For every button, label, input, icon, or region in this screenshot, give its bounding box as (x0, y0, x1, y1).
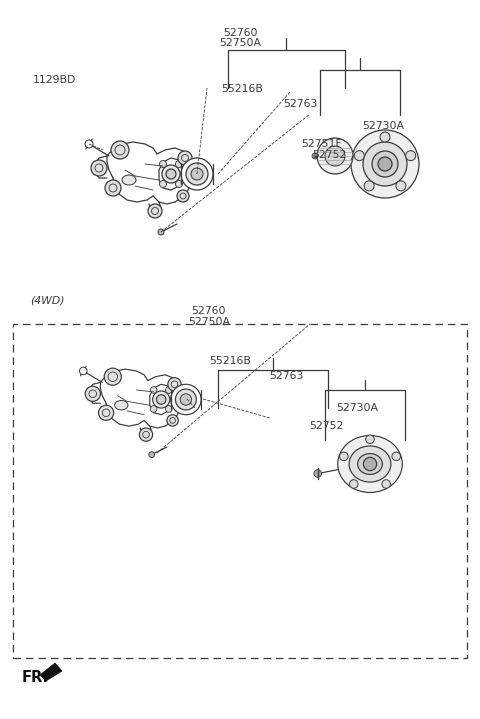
Circle shape (363, 142, 407, 186)
Circle shape (91, 160, 107, 176)
Circle shape (166, 406, 172, 412)
Circle shape (148, 204, 162, 218)
Text: FR.: FR. (22, 669, 49, 684)
Circle shape (317, 138, 353, 174)
Text: 52730A: 52730A (336, 403, 378, 413)
Circle shape (191, 168, 203, 180)
Circle shape (176, 180, 182, 188)
Ellipse shape (349, 446, 391, 482)
Circle shape (178, 151, 192, 165)
Circle shape (167, 415, 178, 426)
Circle shape (176, 160, 182, 168)
Text: 52750A: 52750A (188, 317, 230, 327)
Text: 52763: 52763 (269, 371, 303, 381)
Text: 52750A: 52750A (219, 38, 261, 48)
Circle shape (372, 151, 398, 177)
Circle shape (392, 452, 400, 461)
Circle shape (181, 158, 213, 190)
Circle shape (80, 367, 87, 375)
Circle shape (363, 457, 377, 471)
Text: 52752: 52752 (312, 150, 347, 160)
Text: 1129BD: 1129BD (33, 75, 76, 85)
Text: 52730A: 52730A (362, 121, 404, 131)
Circle shape (111, 141, 129, 159)
Circle shape (156, 395, 166, 404)
Circle shape (364, 181, 374, 191)
Text: 52752: 52752 (310, 421, 344, 431)
Circle shape (177, 190, 189, 202)
Polygon shape (40, 663, 62, 681)
Circle shape (168, 377, 181, 391)
Circle shape (378, 157, 392, 171)
Circle shape (158, 229, 164, 235)
Circle shape (166, 169, 176, 179)
Ellipse shape (338, 436, 402, 493)
Circle shape (159, 180, 167, 188)
Circle shape (406, 151, 416, 160)
Circle shape (166, 387, 172, 393)
Circle shape (312, 153, 318, 159)
Circle shape (339, 452, 348, 461)
Circle shape (153, 391, 170, 408)
Circle shape (105, 180, 121, 196)
Ellipse shape (122, 175, 136, 185)
Circle shape (159, 160, 167, 168)
Circle shape (354, 151, 364, 160)
Circle shape (85, 386, 100, 401)
Text: 55216B: 55216B (221, 84, 263, 94)
Text: 55216B: 55216B (209, 356, 251, 366)
Bar (13, 324, 467, 658)
Circle shape (176, 389, 196, 410)
Circle shape (325, 146, 345, 166)
Circle shape (171, 384, 201, 415)
Circle shape (186, 163, 208, 185)
Text: 52760: 52760 (223, 28, 257, 38)
Circle shape (85, 140, 93, 148)
Circle shape (139, 428, 153, 441)
Circle shape (314, 470, 322, 477)
Text: 52751F: 52751F (301, 139, 342, 149)
Ellipse shape (358, 454, 383, 475)
Circle shape (150, 387, 157, 393)
Circle shape (349, 480, 358, 488)
Circle shape (98, 406, 114, 421)
Circle shape (180, 394, 192, 406)
Circle shape (162, 165, 180, 183)
Circle shape (104, 368, 121, 385)
Ellipse shape (115, 400, 128, 410)
Circle shape (351, 130, 419, 198)
Circle shape (382, 480, 390, 488)
Text: (4WD): (4WD) (30, 296, 64, 306)
Circle shape (149, 452, 155, 457)
Circle shape (150, 406, 157, 412)
Circle shape (380, 132, 390, 142)
Circle shape (396, 181, 406, 191)
Circle shape (366, 435, 374, 444)
Text: 52763: 52763 (283, 99, 318, 109)
Text: 52760: 52760 (192, 306, 226, 316)
